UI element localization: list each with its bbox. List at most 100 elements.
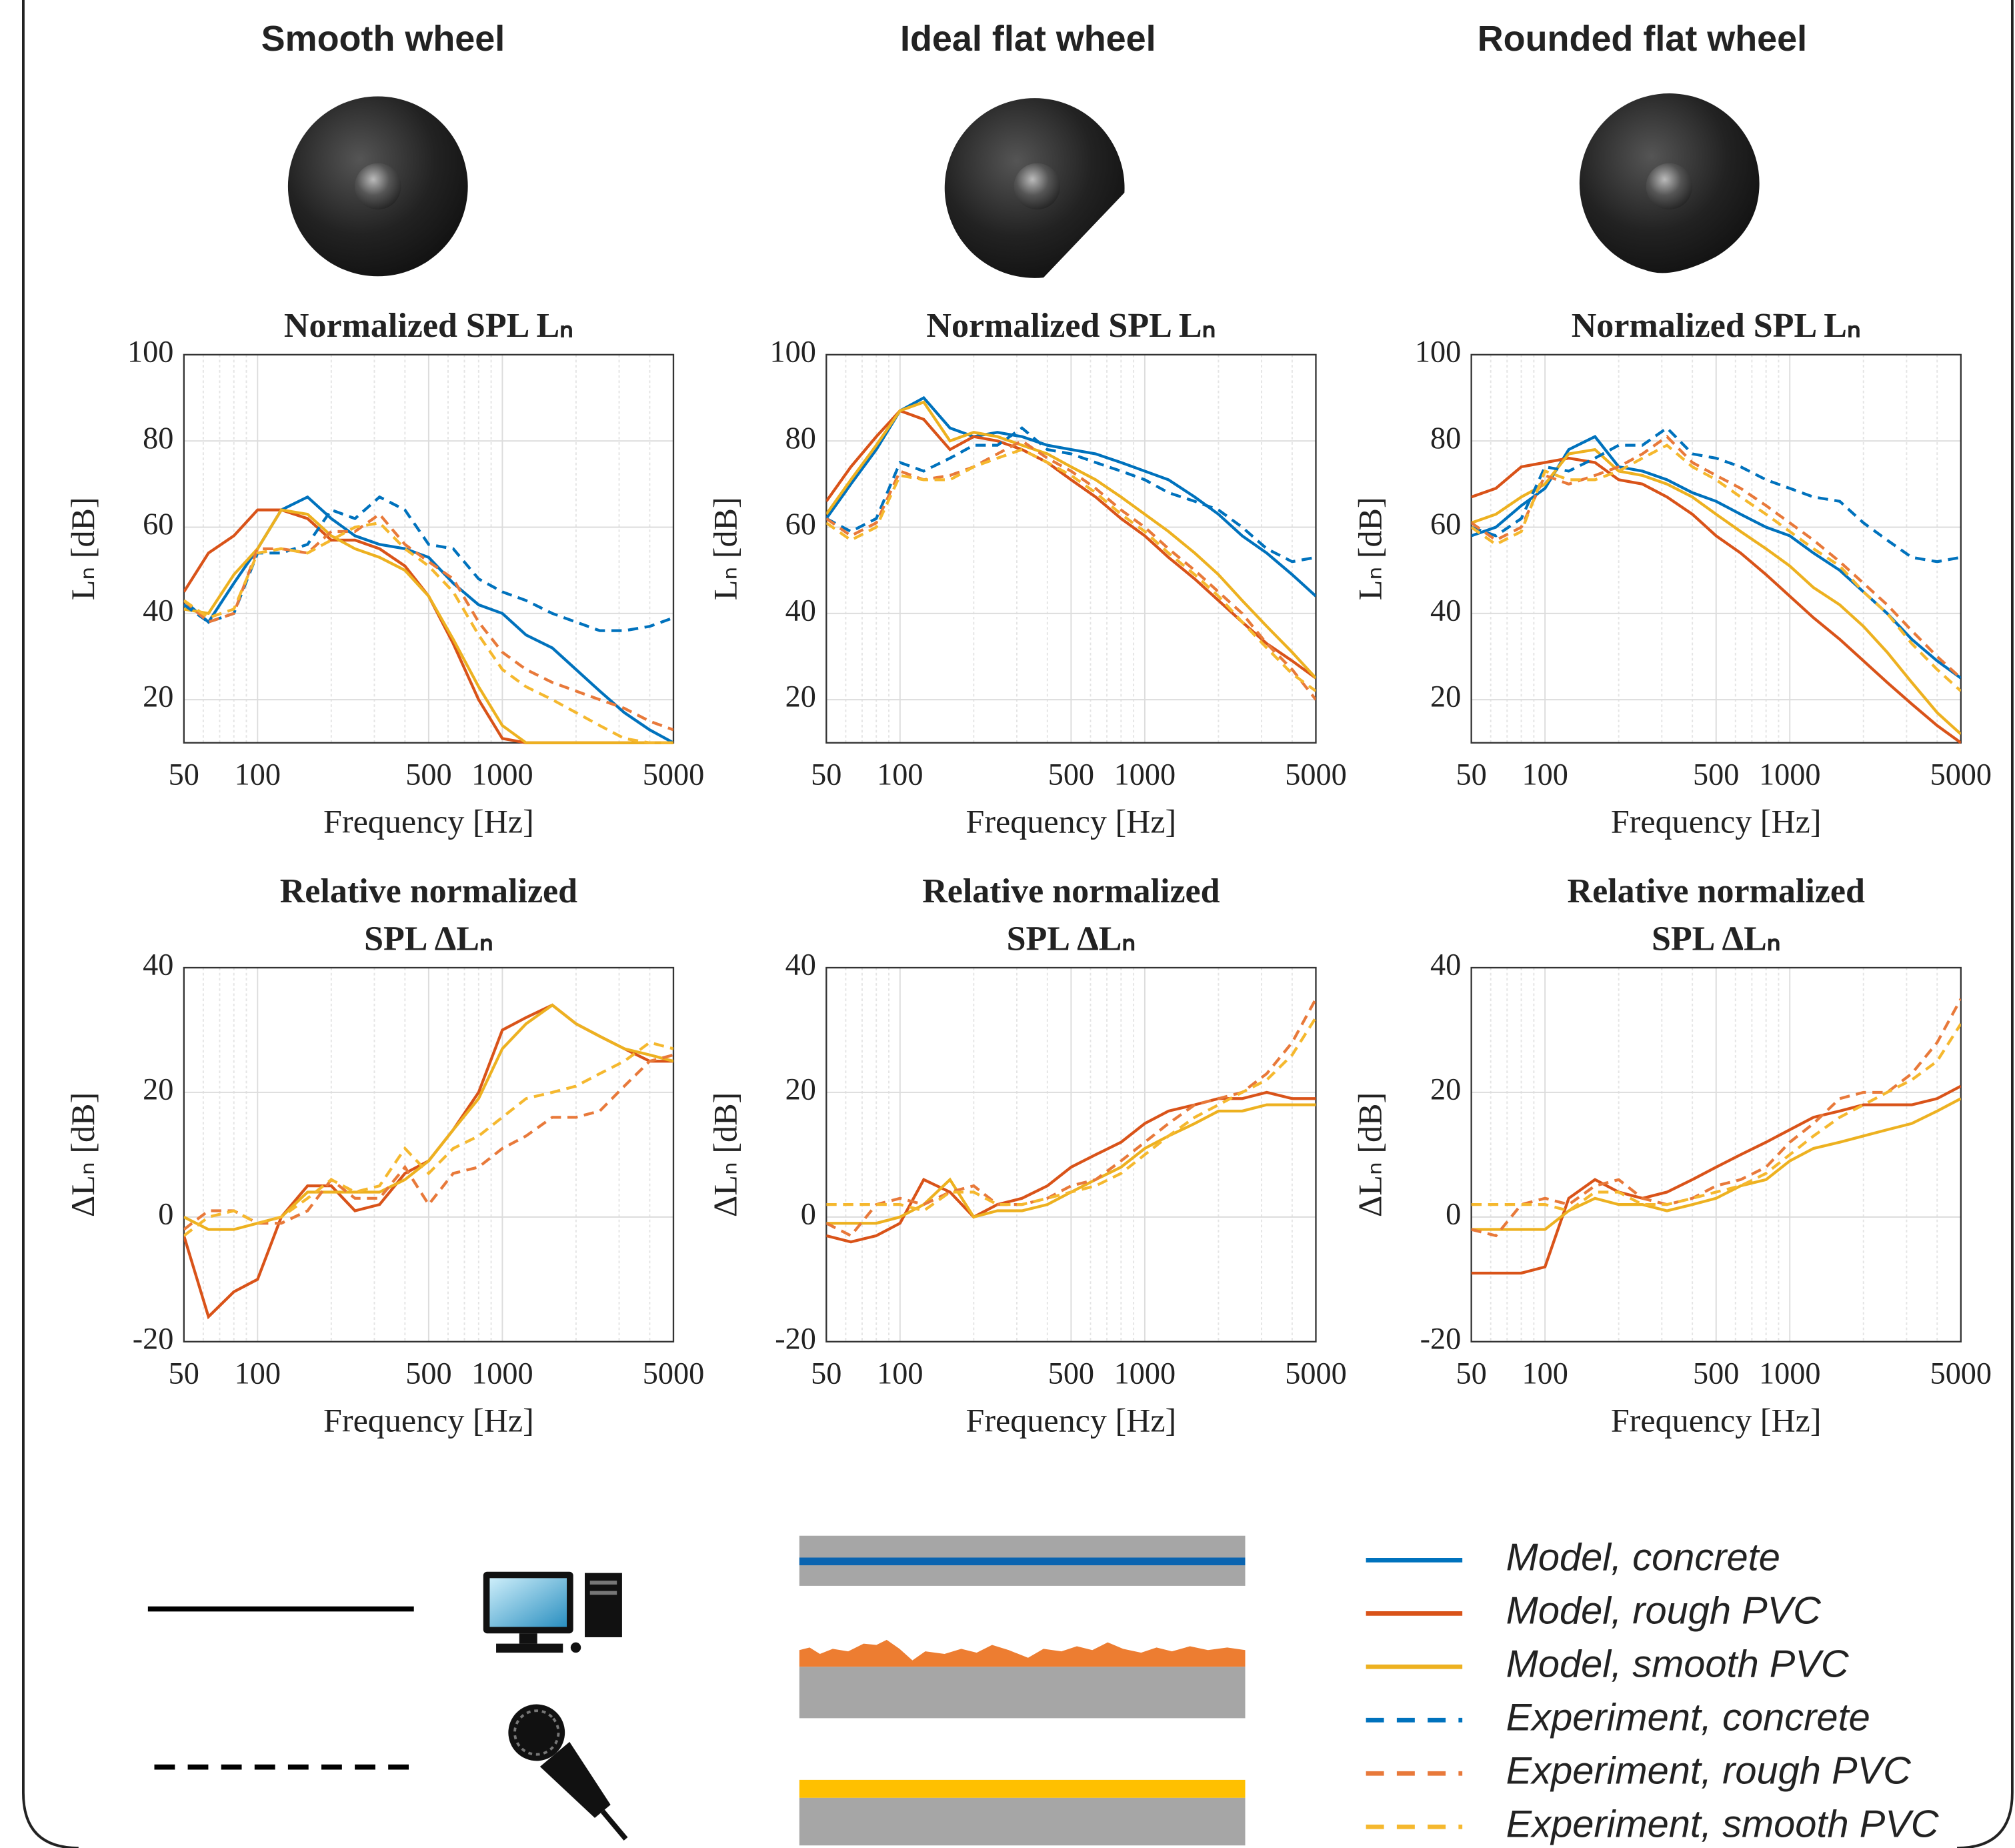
- figure: Smooth wheel Ideal flat wheel Rounded fl…: [0, 0, 2015, 1848]
- y-tick-label: 0: [801, 1197, 816, 1231]
- y-axis-label: ΔLₙ [dB]: [706, 1092, 743, 1217]
- wheel-icon: [288, 97, 468, 277]
- x-axis-label: Frequency [Hz]: [966, 803, 1177, 840]
- chart: 50 100 500 1000 5000 20 40 60 80 100 Normalized SP…: [706, 307, 1346, 840]
- y-tick-label: 80: [143, 421, 173, 455]
- y-tick-label: 40: [785, 948, 816, 982]
- x-tick-label: 500: [1048, 1356, 1094, 1391]
- y-tick-label: 80: [1430, 421, 1461, 455]
- legend-source-icons: [148, 1572, 647, 1848]
- x-tick-label: 1000: [1114, 758, 1176, 792]
- x-tick-label: 5000: [1930, 1356, 1992, 1391]
- y-tick-label: 100: [770, 335, 816, 369]
- wheel-icon: [945, 98, 1125, 278]
- x-tick-label: 500: [1048, 758, 1094, 792]
- y-tick-label: 60: [785, 508, 816, 542]
- y-tick-label: -20: [133, 1322, 174, 1356]
- column-heading: Rounded flat wheel: [1478, 19, 1807, 59]
- y-axis-label: Lₙ [dB]: [706, 497, 743, 600]
- chart-title: SPL ΔLₙ: [1007, 920, 1136, 958]
- chart: 5010050010005000-2002040Relative normali…: [64, 872, 704, 1439]
- x-tick-label: 1000: [1759, 758, 1820, 792]
- legend-label: Experiment, smooth PVC: [1506, 1803, 1940, 1845]
- y-tick-label: 20: [143, 680, 173, 714]
- legend-label: Experiment, concrete: [1506, 1697, 1870, 1739]
- y-tick-label: 60: [1430, 508, 1461, 542]
- legend-label: Model, concrete: [1506, 1537, 1780, 1579]
- y-tick-label: 60: [143, 508, 173, 542]
- x-tick-label: 50: [169, 1356, 199, 1391]
- x-tick-label: 1000: [471, 758, 533, 792]
- y-tick-label: 0: [158, 1197, 173, 1231]
- x-tick-label: 100: [877, 758, 923, 792]
- legend-label: Model, rough PVC: [1506, 1590, 1822, 1633]
- y-tick-label: -20: [775, 1322, 816, 1356]
- x-tick-label: 50: [169, 758, 199, 792]
- chart: 50 100 500 1000 5000 -20 0 20 40 Relative normali…: [706, 872, 1346, 1439]
- y-axis-label: ΔLₙ [dB]: [64, 1092, 101, 1217]
- chart: 50 100 500 1000 5000 20 40 60 80 100 Normalized SP…: [64, 307, 704, 840]
- x-axis-label: Frequency [Hz]: [323, 1402, 534, 1439]
- x-tick-label: 50: [811, 1356, 841, 1391]
- legend-label: Model, smooth PVC: [1506, 1643, 1850, 1686]
- x-tick-label: 5000: [643, 758, 704, 792]
- y-tick-label: 20: [1430, 680, 1461, 714]
- wheel-icon: [1580, 93, 1760, 273]
- surface-icons: [799, 1536, 1246, 1845]
- x-tick-label: 100: [235, 1356, 281, 1391]
- y-tick-label: 80: [785, 421, 816, 455]
- chart-title: Relative normalized: [922, 872, 1220, 910]
- x-tick-label: 5000: [1285, 1356, 1346, 1391]
- y-tick-label: 20: [1430, 1073, 1461, 1107]
- y-axis-label: ΔLₙ [dB]: [1352, 1092, 1389, 1217]
- x-axis-label: Frequency [Hz]: [323, 803, 534, 840]
- x-tick-label: 5000: [1285, 758, 1346, 792]
- x-tick-label: 1000: [1759, 1356, 1820, 1391]
- y-tick-label: 100: [1415, 335, 1461, 369]
- x-tick-label: 500: [405, 758, 451, 792]
- y-tick-label: -20: [1420, 1322, 1462, 1356]
- y-tick-label: 40: [1430, 594, 1461, 628]
- y-tick-label: 40: [785, 594, 816, 628]
- frame: [1957, 0, 2012, 1848]
- x-tick-label: 100: [877, 1356, 923, 1391]
- y-tick-label: 40: [143, 948, 173, 982]
- x-tick-label: 50: [1456, 758, 1487, 792]
- x-tick-label: 100: [1522, 758, 1568, 792]
- chart-title: SPL ΔLₙ: [1652, 920, 1781, 958]
- x-tick-label: 100: [235, 758, 281, 792]
- x-tick-label: 100: [1522, 1356, 1568, 1391]
- x-tick-label: 50: [1456, 1356, 1487, 1391]
- chart: 50 100 500 1000 5000 20 40 60 80 100 Normalized SP…: [1352, 307, 1992, 840]
- chart-title: Relative normalized: [280, 872, 577, 910]
- frame: [23, 0, 79, 1848]
- y-tick-label: 40: [143, 594, 173, 628]
- x-axis-label: Frequency [Hz]: [1611, 1402, 1822, 1439]
- legend: Model, concrete Model, rough PVC Model, sm…: [1366, 1537, 1940, 1846]
- y-axis-label: Lₙ [dB]: [1352, 497, 1389, 600]
- y-tick-label: 20: [143, 1073, 173, 1107]
- legend-label: Experiment, rough PVC: [1506, 1750, 1912, 1793]
- chart-title: Normalized SPL Lₙ: [284, 307, 573, 345]
- y-tick-label: 100: [127, 335, 173, 369]
- chart-title: Normalized SPL Lₙ: [1572, 307, 1861, 345]
- x-tick-label: 50: [811, 758, 841, 792]
- x-tick-label: 5000: [1930, 758, 1992, 792]
- x-tick-label: 500: [405, 1356, 451, 1391]
- y-tick-label: 20: [785, 680, 816, 714]
- y-axis-label: Lₙ [dB]: [64, 497, 101, 600]
- x-tick-label: 500: [1693, 1356, 1739, 1391]
- x-tick-label: 1000: [1114, 1356, 1176, 1391]
- x-tick-label: 5000: [643, 1356, 704, 1391]
- chart-title: Normalized SPL Lₙ: [926, 307, 1216, 345]
- y-tick-label: 40: [1430, 948, 1461, 982]
- chart-title: SPL ΔLₙ: [364, 920, 493, 958]
- y-tick-label: 20: [785, 1073, 816, 1107]
- x-axis-label: Frequency [Hz]: [966, 1402, 1177, 1439]
- chart-title: Relative normalized: [1568, 872, 1865, 910]
- column-heading: Smooth wheel: [261, 19, 505, 59]
- x-tick-label: 500: [1693, 758, 1739, 792]
- x-axis-label: Frequency [Hz]: [1611, 803, 1822, 840]
- column-heading: Ideal flat wheel: [900, 19, 1156, 59]
